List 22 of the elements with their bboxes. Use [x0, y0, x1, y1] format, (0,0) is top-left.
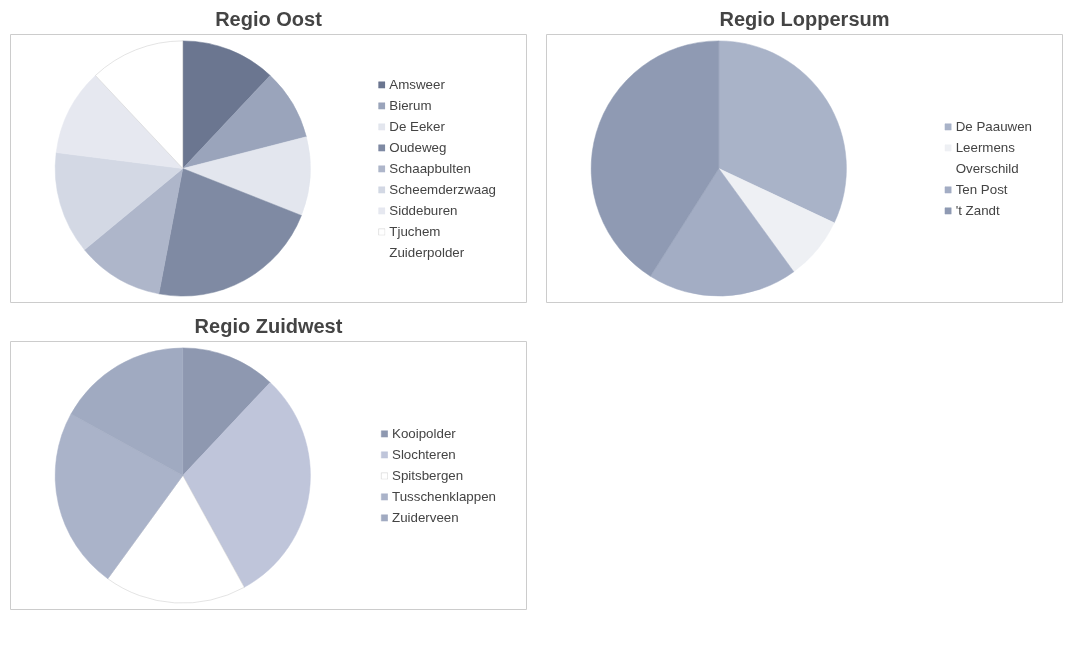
legend-label: Ten Post: [955, 181, 1008, 197]
legend-label: De Paauwen: [955, 118, 1032, 134]
legend-label: De Eeker: [389, 118, 445, 134]
chart-title: Regio Oost: [215, 7, 323, 30]
legend-label: Kooipolder: [392, 425, 456, 441]
chart-title: Regio Zuidwest: [194, 314, 343, 337]
legend-label: Leermens: [955, 139, 1015, 155]
category-label: Zuiderpolder: [389, 244, 465, 260]
legend-label: Amsweer: [389, 76, 445, 92]
legend-label: Bierum: [389, 97, 432, 113]
legend-label: Schaapbulten: [389, 160, 471, 176]
legend-label: Zuiderveen: [392, 509, 459, 525]
category-label: Overschild: [955, 160, 1019, 176]
chart-title: Regio Loppersum: [719, 7, 890, 30]
legend-label: Tjuchem: [389, 223, 441, 239]
legend-label: Spitsbergen: [392, 467, 464, 483]
legend-label: Slochteren: [392, 446, 456, 462]
legend-label: Tusschenklappen: [392, 488, 496, 504]
legend-label: 't Zandt: [955, 202, 1000, 218]
legend-label: Scheemderzwaag: [389, 181, 496, 197]
legend-label: Oudeweg: [389, 139, 447, 155]
legend-label: Siddeburen: [389, 202, 458, 218]
